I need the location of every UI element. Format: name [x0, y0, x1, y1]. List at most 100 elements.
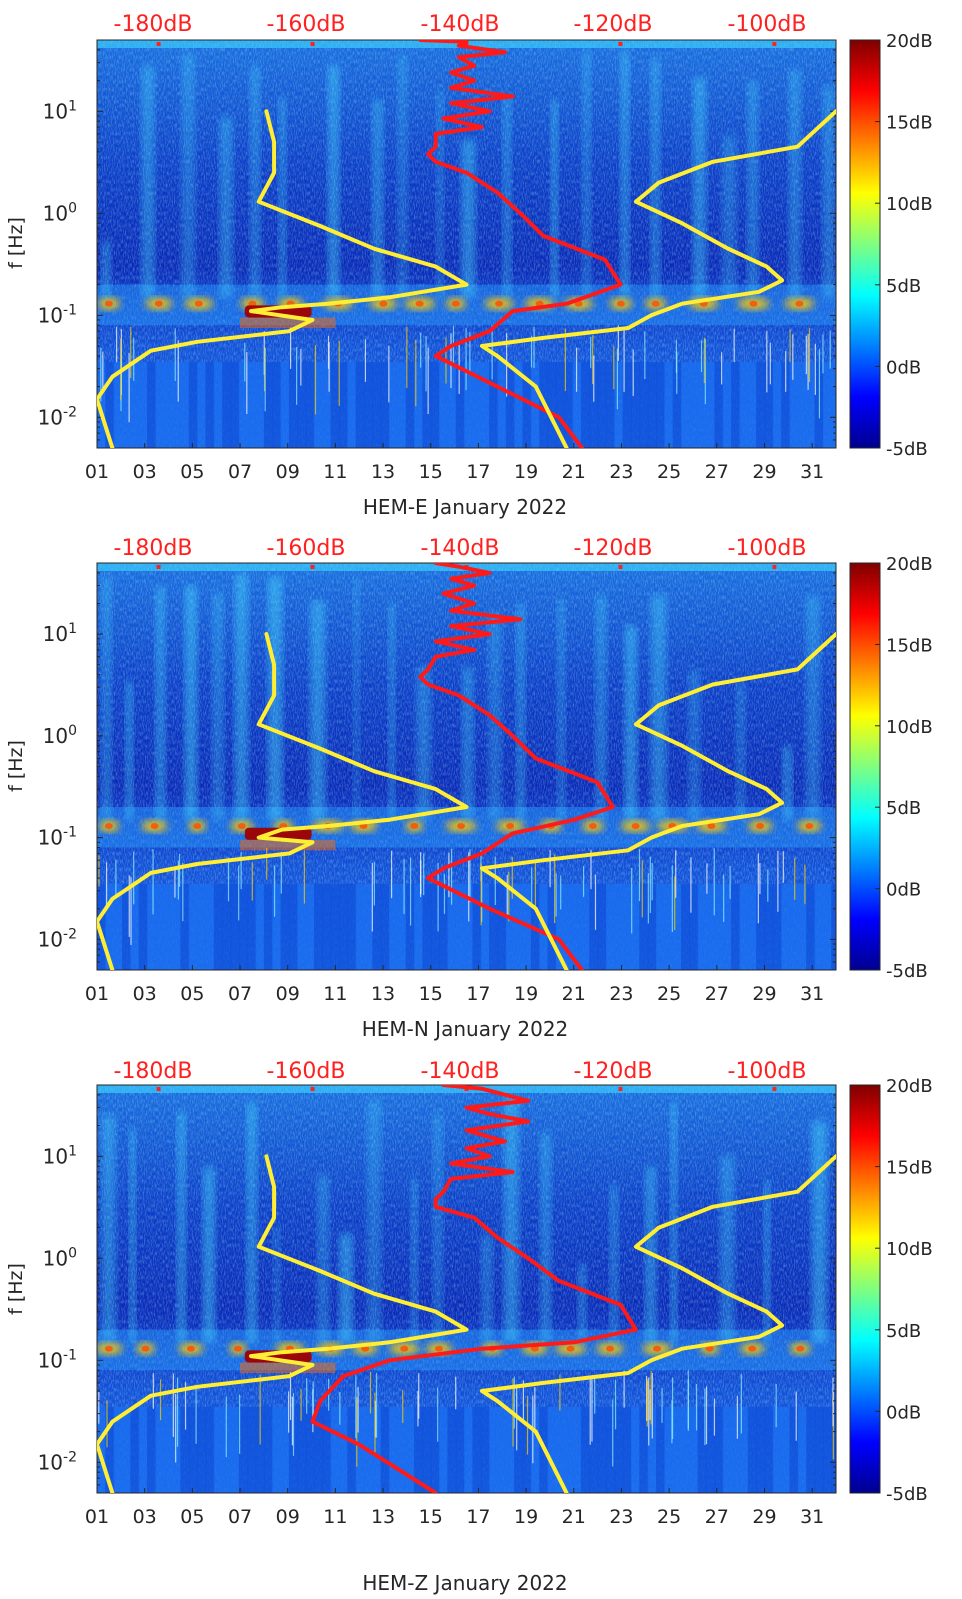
top-axis-tick-label: -120dB: [574, 536, 653, 561]
top-axis-tick-label: -160dB: [267, 1059, 346, 1084]
x-tick-label: 31: [800, 461, 824, 483]
y-tick-label: 100: [43, 200, 77, 225]
colorbar-tick-label: 20dB: [886, 554, 933, 575]
noise-model-yellow-curve: [479, 109, 836, 448]
top-axis-tick: [310, 1087, 315, 1091]
y-tick-label: 10-1: [38, 1347, 77, 1372]
x-tick-label: 17: [466, 461, 490, 483]
x-tick-label: 09: [276, 983, 300, 1005]
x-tick-label: 19: [514, 1506, 538, 1528]
x-tick-label: 23: [609, 1506, 633, 1528]
top-axis-tick-label: -100dB: [728, 12, 807, 37]
colorbar: [849, 39, 881, 449]
noise-model-red-curve: [310, 1085, 638, 1493]
colorbar-tick-label: -5dB: [886, 439, 928, 460]
x-axis-label: HEM-E January 2022: [363, 495, 567, 519]
noise-model-yellow-curve: [97, 632, 469, 970]
colorbar-tick-label: 5dB: [886, 1321, 921, 1342]
top-axis-tick-label: -180dB: [114, 1059, 193, 1084]
x-tick-label: 21: [562, 983, 586, 1005]
x-tick-label: 07: [228, 461, 252, 483]
x-tick-label: 15: [419, 983, 443, 1005]
top-axis-tick: [156, 1087, 161, 1091]
top-axis-tick-label: -160dB: [267, 12, 346, 37]
colorbar-tick-label: 10dB: [886, 194, 933, 215]
noise-model-red-curve: [418, 40, 623, 448]
y-tick-label: 10-2: [38, 926, 77, 951]
top-axis-tick-label: -180dB: [114, 12, 193, 37]
colorbar-tick-label: 10dB: [886, 717, 933, 738]
top-axis-db-ticks: -180dB -160dB -140dB -120dB -100dB: [114, 1059, 807, 1084]
x-tick-label: 17: [466, 983, 490, 1005]
x-tick-label: 01: [85, 1506, 109, 1528]
x-tick-label: 29: [752, 1506, 776, 1528]
top-axis-tick-label: -100dB: [728, 1059, 807, 1084]
colorbar-tick-label: 0dB: [886, 880, 921, 901]
colorbar-tick-label: 0dB: [886, 1402, 921, 1423]
x-tick-label: 13: [371, 1506, 395, 1528]
colorbar-tick-label: 0dB: [886, 357, 921, 378]
x-tick-label: 15: [419, 461, 443, 483]
top-axis-tick-label: -120dB: [574, 12, 653, 37]
y-tick-label: 101: [43, 98, 77, 123]
x-tick-label: 25: [657, 983, 681, 1005]
top-axis-tick: [156, 565, 161, 569]
x-tick-label: 05: [180, 461, 204, 483]
x-tick-label: 03: [133, 461, 157, 483]
x-tick-label: 05: [180, 1506, 204, 1528]
top-axis-tick-label: -160dB: [267, 536, 346, 561]
x-tick-label: 07: [228, 1506, 252, 1528]
x-tick-label: 31: [800, 983, 824, 1005]
top-axis-tick: [772, 565, 777, 569]
x-tick-label: 13: [371, 461, 395, 483]
colorbar-tick-label: 10dB: [886, 1239, 933, 1260]
colorbar-tick-label: 5dB: [886, 798, 921, 819]
x-tick-label: 29: [752, 461, 776, 483]
spectrogram-image: [97, 1085, 836, 1493]
top-axis-db-ticks: -180dB -160dB -140dB -120dB -100dB: [114, 536, 807, 561]
colorbar: [849, 562, 881, 971]
x-tick-label: 13: [371, 983, 395, 1005]
panel-hem-n: -180dB -160dB -140dB -120dB -100dB f [Hz…: [5, 536, 933, 1041]
panel-hem-z: -180dB -160dB -140dB -120dB -100dB f [Hz…: [5, 1059, 933, 1595]
x-tick-label: 15: [419, 1506, 443, 1528]
panel-hem-e: -180dB -160dB -140dB -120dB -100dB f [Hz…: [5, 12, 933, 519]
x-tick-label: 01: [85, 461, 109, 483]
colorbar-tick-label: 20dB: [886, 31, 933, 52]
top-axis-tick: [310, 42, 315, 46]
top-axis-tick-label: -180dB: [114, 536, 193, 561]
top-axis-tick: [310, 565, 315, 569]
noise-model-yellow-curve: [97, 1154, 469, 1493]
colorbar-tick-label: -5dB: [886, 1484, 928, 1505]
top-axis-tick: [772, 42, 777, 46]
top-axis-tick-label: -140dB: [421, 536, 500, 561]
colorbar-tick-label: 15dB: [886, 635, 933, 656]
top-axis-tick: [772, 1087, 777, 1091]
noise-model-yellow-curve: [97, 109, 469, 448]
y-tick-label: 10-2: [38, 1449, 77, 1474]
y-tick-label: 10-2: [38, 404, 77, 429]
top-axis-tick-label: -140dB: [421, 1059, 500, 1084]
y-tick-label: 10-1: [38, 825, 77, 850]
x-tick-label: 09: [276, 461, 300, 483]
x-tick-label: 03: [133, 983, 157, 1005]
x-tick-label: 21: [562, 1506, 586, 1528]
colorbar-tick-label: -5dB: [886, 961, 928, 982]
x-tick-label: 09: [276, 1506, 300, 1528]
y-tick-label: 10-1: [38, 302, 77, 327]
top-axis-tick-label: -120dB: [574, 1059, 653, 1084]
top-axis-db-ticks: -180dB -160dB -140dB -120dB -100dB: [114, 12, 807, 37]
x-tick-label: 17: [466, 1506, 490, 1528]
x-tick-label: 21: [562, 461, 586, 483]
x-tick-label: 23: [609, 983, 633, 1005]
x-tick-label: 11: [323, 983, 347, 1005]
x-tick-label: 19: [514, 983, 538, 1005]
x-tick-label: 25: [657, 1506, 681, 1528]
top-axis-tick: [156, 42, 161, 46]
x-axis-label: HEM-Z January 2022: [362, 1571, 567, 1595]
colorbar-tick-label: 15dB: [886, 113, 933, 134]
colorbar-tick-label: 20dB: [886, 1076, 933, 1097]
x-axis-label: HEM-N January 2022: [362, 1017, 569, 1041]
y-axis-label: f [Hz]: [5, 1263, 27, 1315]
